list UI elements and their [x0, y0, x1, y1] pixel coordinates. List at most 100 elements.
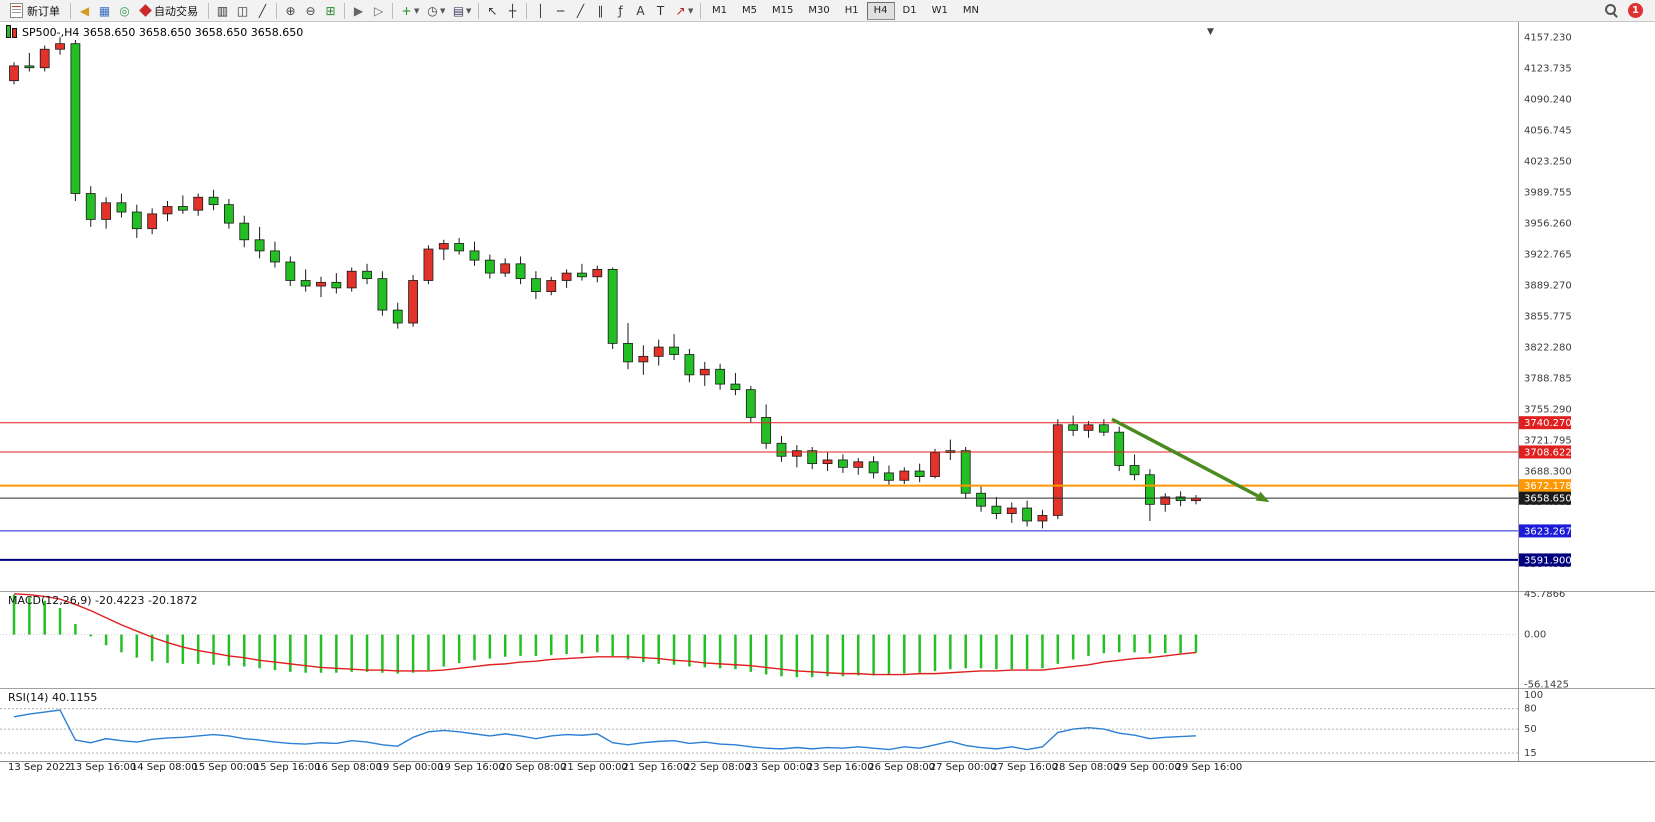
new-order-button[interactable]: 新订单 — [4, 1, 66, 20]
price-chart-canvas[interactable]: 4157.230 4123.735 4090.240 4056.745 4023.250… — [0, 22, 1655, 591]
macd-panel[interactable]: 45.7866 0.00 -56.1425 MACD(12,26,9) -20.422… — [0, 591, 1655, 688]
time-axis-label: 22 Sep 08:00 — [683, 762, 751, 773]
candle-body — [745, 389, 756, 418]
timeframe-button-M30[interactable]: M30 — [801, 2, 836, 20]
timeframe-button-M1[interactable]: M1 — [705, 2, 734, 20]
text-icon[interactable]: A — [636, 3, 645, 18]
auto-scroll-icon[interactable]: ▶ — [353, 3, 364, 18]
zoom-in-icon[interactable]: ⊕ — [285, 3, 296, 18]
arrows-icon-dropdown[interactable]: ▼ — [688, 6, 694, 15]
candle-body — [1068, 424, 1079, 431]
chart-shift-marker-icon[interactable]: ▼ — [1207, 27, 1214, 37]
candle-body — [454, 243, 465, 252]
autotrading-icon — [139, 4, 152, 17]
price-axis-label: 3956.260 — [1524, 218, 1572, 229]
crosshair-icon[interactable]: ┼ — [508, 3, 517, 18]
candle-body — [484, 259, 495, 274]
tile-windows-icon[interactable]: ⊞ — [325, 3, 336, 18]
candle-body — [193, 196, 204, 211]
market-watch-icon[interactable]: ▦ — [98, 3, 111, 18]
candle-body — [776, 442, 787, 457]
timeframe-button-H4[interactable]: H4 — [866, 1, 895, 20]
timeframe-button-M5[interactable]: M5 — [735, 2, 764, 20]
search-icon[interactable] — [1605, 4, 1618, 17]
candle-body — [162, 206, 173, 215]
candle-body — [531, 278, 541, 292]
candle-body — [914, 470, 925, 477]
indicators-icon[interactable]: + — [401, 3, 412, 18]
rsi-axis-label: 15 — [1524, 748, 1537, 759]
periods-icon[interactable]: ◷ — [427, 3, 438, 18]
indicators-icon-dropdown[interactable]: ▼ — [414, 6, 420, 15]
price-line-label: 3591.900 — [1524, 555, 1572, 566]
timeframe-button-MN[interactable]: MN — [956, 2, 986, 20]
timeframe-button-D1[interactable]: D1 — [896, 2, 924, 20]
vertical-line-icon[interactable]: │ — [536, 3, 545, 18]
candle-body — [991, 505, 1002, 514]
horizontal-line-icon[interactable]: ─ — [556, 3, 565, 18]
candlestick-icon — [6, 25, 17, 38]
time-axis-label: 15 Sep 16:00 — [253, 762, 321, 773]
arrows-icon[interactable]: ↗ — [675, 3, 686, 18]
equidistant-channel-icon[interactable]: ∥ — [597, 3, 604, 18]
templates-icon[interactable]: ▤ — [452, 3, 465, 18]
macd-axis-label: -56.1425 — [1524, 679, 1569, 688]
price-axis-label: 4090.240 — [1524, 94, 1572, 105]
label-icon[interactable]: T — [656, 3, 665, 18]
candle-body — [960, 450, 971, 494]
timeframe-button-H1[interactable]: H1 — [838, 2, 866, 20]
candle-body — [408, 280, 419, 324]
cursor-icon[interactable]: ↖ — [487, 3, 498, 18]
price-line-label: 3672.178 — [1524, 481, 1572, 492]
timeframe-button-M15[interactable]: M15 — [765, 2, 800, 20]
line-chart-icon[interactable]: ╱ — [258, 3, 267, 18]
zoom-out-icon[interactable]: ⊖ — [305, 3, 316, 18]
candle-body — [715, 368, 725, 385]
price-axis-label: 3755.290 — [1524, 404, 1572, 415]
chart-title: SP500-,H4 3658.650 3658.650 3658.650 365… — [6, 25, 304, 39]
macd-signal-line — [13, 593, 1197, 676]
time-axis-label: 16 Sep 08:00 — [315, 762, 382, 773]
candle-body — [669, 346, 679, 355]
chart-title-text: SP500-,H4 3658.650 3658.650 3658.650 365… — [22, 26, 304, 39]
chart-region: SP500-,H4 3658.650 3658.650 3658.650 365… — [0, 22, 1655, 822]
candle-body — [1175, 496, 1186, 502]
candle-body — [85, 193, 96, 220]
candle-body — [300, 280, 311, 287]
timeframe-button-W1[interactable]: W1 — [925, 2, 955, 20]
templates-icon-dropdown[interactable]: ▼ — [466, 6, 472, 15]
chart-shift-icon[interactable]: ▷ — [373, 3, 384, 18]
notification-badge[interactable]: 1 — [1628, 3, 1643, 18]
periods-icon-dropdown[interactable]: ▼ — [440, 6, 446, 15]
candle-body — [377, 278, 388, 311]
candle-body — [868, 461, 879, 474]
macd-axis-label: 45.7866 — [1524, 591, 1565, 600]
candle-body — [24, 65, 35, 69]
candle-body — [438, 243, 449, 250]
candle-body — [638, 355, 649, 363]
candle-body — [55, 43, 65, 50]
candle-body — [653, 346, 664, 357]
price-axis-label: 4056.745 — [1524, 125, 1572, 136]
rsi-panel[interactable]: 100 80 50 15 RSI(14) 40.1155 — [0, 688, 1655, 762]
price-line-label-box — [1519, 416, 1571, 430]
bar-chart-icon[interactable]: ▥ — [216, 3, 229, 18]
price-axis-label: 3855.775 — [1524, 311, 1572, 322]
candlestick-chart-icon[interactable]: ◫ — [236, 3, 249, 18]
trend-arrow-line[interactable] — [1111, 417, 1259, 498]
time-axis-label: 26 Sep 08:00 — [868, 762, 936, 773]
new-order-button-label: 新订单 — [27, 4, 60, 18]
autotrading-button[interactable]: 自动交易 — [135, 1, 204, 20]
price-axis-label: 3989.755 — [1524, 187, 1572, 198]
candle-body — [500, 263, 511, 274]
candle-body — [70, 43, 81, 194]
price-axis-label: 3788.785 — [1524, 373, 1572, 384]
trend-arrow-head — [1255, 491, 1270, 503]
fibonacci-icon[interactable]: ƒ — [618, 3, 623, 18]
trendline-icon[interactable]: ╱ — [576, 3, 585, 18]
time-axis[interactable]: 13 Sep 2022 13 Sep 16:00 14 Sep 08:00 15 Se… — [0, 762, 1655, 782]
navigator-icon[interactable]: ◎ — [119, 3, 130, 18]
autotrading-button-label: 自动交易 — [154, 4, 198, 18]
alerts-icon[interactable]: ◀ — [79, 3, 90, 18]
candle-body — [899, 470, 910, 481]
